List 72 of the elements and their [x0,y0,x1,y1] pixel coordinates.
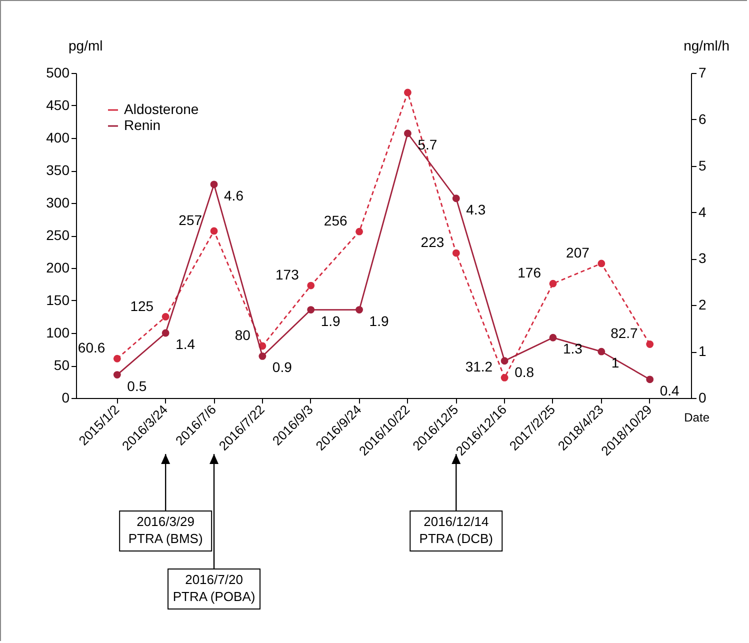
data-label: 0.5 [127,378,147,394]
y2-tick-label: 3 [698,250,706,266]
x-axis-title: Date [684,410,710,424]
data-label: 256 [324,212,348,229]
data-label: 1.9 [369,312,389,329]
point [162,329,170,337]
annotation: 2016/7/20 PTRA (POBA) [172,572,256,604]
y2-axis-title: ng/ml/h [684,38,730,54]
data-label: 207 [566,244,590,260]
y-tick-label: 0 [62,390,70,406]
point [162,313,170,320]
data-label: 0.4 [660,382,680,398]
point [356,306,363,314]
point [452,249,460,257]
point [404,130,412,138]
y-tick-label: 350 [46,162,70,178]
y-tick-label: 450 [46,97,70,113]
data-label: 4.3 [466,201,486,218]
y2-tick-label: 0 [698,390,706,406]
y2-tick-label: 4 [698,204,706,220]
legend-label: Renin [124,117,161,133]
annotation: 2016/3/29 PTRA (BMS) [128,514,203,546]
data-label: 31.2 [465,358,493,375]
y-tick-label: 500 [46,64,70,80]
point [646,340,654,348]
y-tick-label: 400 [46,130,70,146]
data-label: 257 [178,212,202,228]
y2-tick-label: 6 [698,110,706,127]
data-label: 82.7 [610,325,638,342]
y-tick-label: 250 [46,227,70,243]
point [258,352,266,360]
y-tick-label: 50 [54,357,70,373]
data-label: 1.9 [320,312,341,329]
point [356,228,363,236]
point [452,194,460,202]
point [307,282,315,290]
y-tick-label: 150 [46,292,70,308]
data-label: 173 [276,266,300,283]
point [598,260,606,268]
y-axis-title: pg/ml [68,38,103,54]
point [549,280,557,288]
point [549,334,557,342]
data-label: 1.4 [176,336,196,352]
data-label: 1.3 [562,340,583,357]
point [307,306,315,314]
y2-tick-label: 7 [698,64,706,80]
data-label: 5.7 [418,136,438,152]
data-label: 223 [420,234,444,250]
y-tick-label: 100 [46,324,70,340]
y2-tick-label: 5 [698,157,706,174]
point [500,357,508,365]
data-label: 0.8 [514,364,534,380]
point [598,348,606,356]
point [210,180,218,188]
data-label: 176 [518,264,542,281]
legend-label: Aldosterone [124,101,199,117]
data-label: 4.6 [224,187,244,204]
annotation: 2016/12/14 PTRA (DCB) [419,514,493,546]
point [113,371,121,378]
data-label: 125 [130,298,154,314]
data-label: 0.9 [272,359,292,376]
point [500,374,508,382]
y-tick-label: 300 [46,194,70,210]
y2-tick-label: 1 [698,343,706,360]
point [113,354,121,362]
data-label: 80 [234,327,251,343]
data-label: 60.6 [78,340,106,356]
y-tick-label: 200 [46,260,70,276]
point [646,376,654,384]
point [210,227,218,235]
point [404,88,412,96]
y2-tick-label: 2 [698,296,706,313]
